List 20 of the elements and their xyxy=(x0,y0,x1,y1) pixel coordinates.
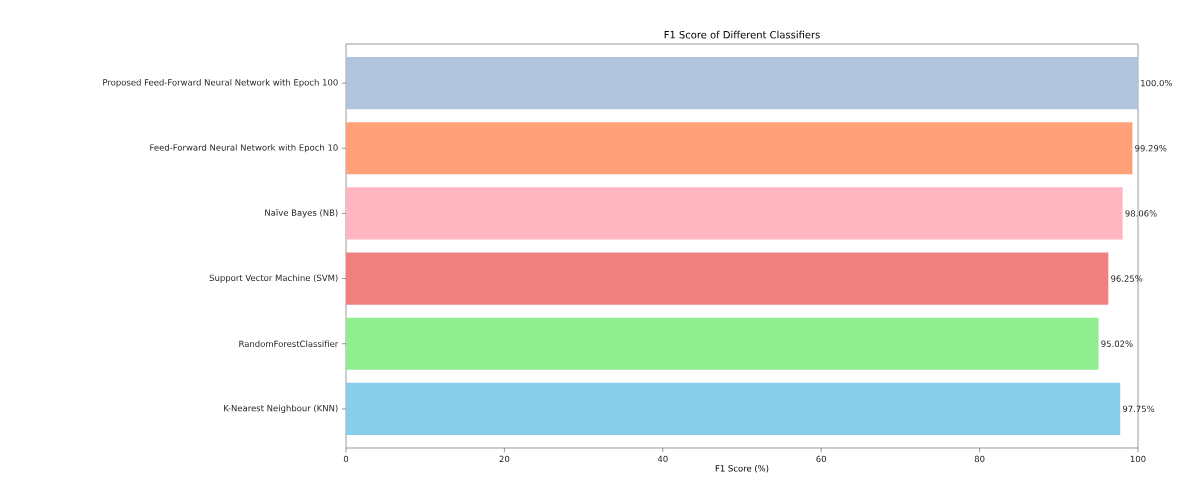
data-label: 100.0% xyxy=(1141,79,1173,87)
chart-title: F1 Score of Different Classifiers xyxy=(664,30,820,39)
y-tick-label: Feed-Forward Neural Network with Epoch 10 xyxy=(150,144,338,153)
data-label: 97.75% xyxy=(1122,405,1155,413)
x-tick-label: 100 xyxy=(1130,455,1146,463)
x-tick-label: 20 xyxy=(499,455,510,463)
x-tick-label: 0 xyxy=(343,455,349,463)
data-label: 96.25% xyxy=(1111,275,1143,282)
data-label: 98.06% xyxy=(1125,210,1157,217)
x-tick-label: 60 xyxy=(816,455,827,463)
data-label: 99.29% xyxy=(1135,145,1167,152)
y-tick-label: Naïve Bayes (NB) xyxy=(265,209,338,218)
y-tick-label: RandomForestClassifier xyxy=(239,340,339,348)
x-axis-title: F1 Score (%) xyxy=(715,465,769,473)
y-tick-label: K-Nearest Neighbour (KNN) xyxy=(224,404,338,413)
x-tick-label: 80 xyxy=(974,455,985,463)
y-tick-label: Support Vector Machine (SVM) xyxy=(209,274,338,283)
data-label: 95.02% xyxy=(1101,340,1133,347)
y-tick-label: Proposed Feed-Forward Neural Network with Epoch 100 xyxy=(103,78,338,88)
x-tick-label: 40 xyxy=(657,455,668,463)
